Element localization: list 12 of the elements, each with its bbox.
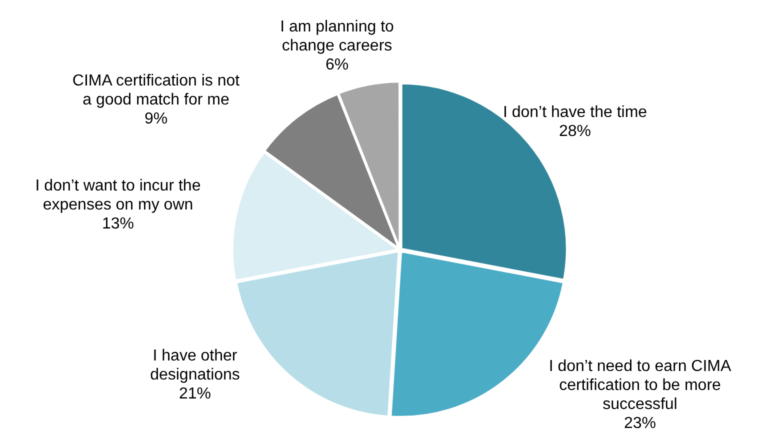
data-label: 23% bbox=[624, 414, 656, 432]
slice-label: I am planning to change careers bbox=[280, 18, 394, 54]
data-label: 13% bbox=[102, 215, 134, 232]
slice-label: CIMA certification is not a good match for me bbox=[72, 72, 240, 108]
slice-label: I don’t want to incur the expenses on my own bbox=[35, 177, 201, 214]
data-label: 21% bbox=[178, 385, 212, 402]
data-label: 6% bbox=[325, 56, 349, 74]
data-label: 9% bbox=[144, 110, 168, 128]
slice-label: I don’t need to earn CIMA certification to be more successful bbox=[548, 358, 732, 413]
slice-label: I don’t have the time bbox=[502, 104, 648, 121]
data-label: 28% bbox=[558, 122, 592, 140]
slice-label: I have other designations bbox=[150, 347, 240, 384]
